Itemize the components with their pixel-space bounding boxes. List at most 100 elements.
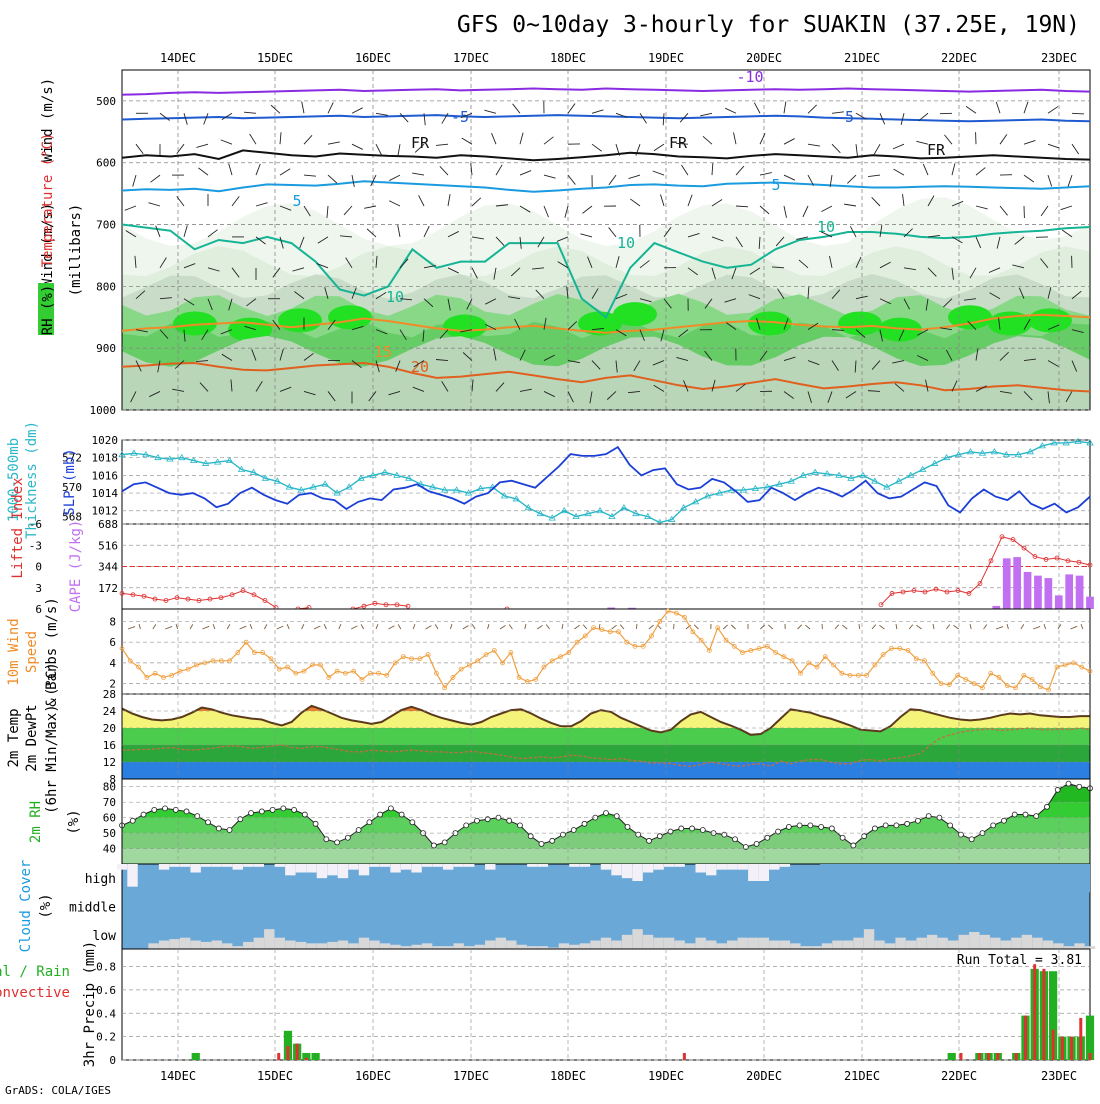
rh-marker (399, 812, 404, 817)
cloud-low-bar (496, 938, 506, 949)
cloud-low-bar (738, 938, 748, 949)
li-tick: -3 (29, 539, 42, 552)
cloud-high-bar (769, 864, 779, 870)
wind-barb (944, 135, 952, 144)
wind-barb (784, 175, 795, 180)
wind-barb (484, 110, 496, 113)
rh-marker (657, 834, 662, 839)
cloud-high-bar (748, 864, 758, 881)
temp-tick: 20 (103, 722, 116, 735)
wind-barb (1048, 175, 1052, 186)
precip-total-bar (311, 1053, 319, 1060)
wind-barb (660, 195, 664, 206)
cape-tick: 344 (98, 561, 118, 574)
cloud-high-bar (653, 864, 663, 870)
rh-marker (1001, 818, 1006, 823)
rh-marker (442, 840, 447, 845)
wind-barb (544, 137, 553, 144)
footer-credit: GrADS: COLA/IGES (5, 1084, 111, 1097)
rh-marker (550, 838, 555, 843)
cloud-high-bar (453, 864, 463, 867)
rh-marker (173, 807, 178, 812)
cloud-high-bar (759, 864, 769, 881)
precip-conv-bar (959, 1053, 962, 1060)
wind-barb (150, 175, 160, 182)
rh-marker (1044, 804, 1049, 809)
rh-marker (507, 818, 512, 823)
cape-bar (1034, 576, 1042, 609)
date-label-bottom: 20DEC (746, 1069, 782, 1083)
cloud-low-bar (653, 938, 663, 949)
wind-barb (440, 166, 448, 175)
wind-barb (328, 175, 337, 183)
precip-tick: 0.2 (96, 1031, 116, 1044)
cloud-low-bar (643, 935, 653, 949)
rh-marker (474, 818, 479, 823)
wind-barb (280, 132, 281, 144)
wind-barb (808, 105, 817, 113)
y-tick: 1000 (90, 404, 117, 417)
cloud-high-bar (117, 864, 127, 870)
rh-marker (829, 826, 834, 831)
cloud-low-bar (769, 941, 779, 950)
cloud-low-bar (306, 943, 316, 949)
wind-barb (1024, 102, 1028, 113)
cape-bar (1003, 558, 1011, 609)
cloud-high-bar (674, 864, 684, 867)
isotherm-label: 5 (292, 192, 301, 210)
precip-total-bar (948, 1053, 956, 1060)
isotherm-label: 20 (411, 358, 429, 376)
wind-barb (462, 138, 472, 144)
cloud-low-bar (590, 941, 600, 950)
cloud-low-bar (190, 941, 200, 950)
cloud-low-bar (664, 938, 674, 949)
precip-label-1: Total / Rain (0, 964, 70, 980)
rh-marker (1066, 781, 1071, 786)
cape-bar (1045, 578, 1053, 609)
cloud-low-bar (674, 941, 684, 950)
rh-marker (367, 820, 372, 825)
cloud-high-bar (275, 864, 285, 867)
rh-marker (894, 823, 899, 828)
wind-barb (832, 144, 840, 153)
rh-marker (571, 828, 576, 833)
wind-barb (328, 102, 333, 113)
rh-marker (130, 818, 135, 823)
wind-barb (1061, 206, 1072, 210)
wind-barb (1072, 113, 1084, 114)
cloud-low-bar (927, 935, 937, 949)
cloud-low-bar (843, 941, 853, 950)
cloud-low-bar (759, 938, 769, 949)
wind-barb (244, 112, 256, 113)
cloud-low-bar (485, 941, 495, 950)
wind-barb (565, 206, 568, 218)
wind-barb (250, 134, 256, 144)
cloud-low-bar (169, 939, 179, 949)
rh-marker (733, 837, 738, 842)
wind-barb (471, 163, 472, 175)
wind-barb (544, 175, 556, 178)
rh-band (122, 833, 1090, 848)
cloud-low-bar (780, 941, 790, 950)
cloud-low-bar (201, 942, 211, 949)
cloud-low-bar (369, 941, 379, 950)
precip-conv-bar (1033, 964, 1036, 1060)
wind-barb (125, 206, 136, 210)
cloud-low-bar (601, 938, 611, 949)
cloud-low-bar (275, 938, 285, 949)
date-label-top: 17DEC (453, 51, 489, 65)
precip-conv-bar (987, 1053, 990, 1060)
precip-total-bar (192, 1053, 200, 1060)
cloud-high-bar (611, 864, 621, 875)
cloud-low-bar (906, 941, 916, 950)
date-label-top: 16DEC (355, 51, 391, 65)
wind-barb (1024, 175, 1034, 182)
rh-marker (410, 820, 415, 825)
rh-band (122, 849, 1090, 864)
precip-conv-bar (1015, 1053, 1018, 1060)
wind-barb (903, 194, 904, 206)
wind-barb (280, 169, 290, 175)
cloud-high-bar (580, 864, 590, 867)
isotherm-label: 10 (386, 288, 404, 306)
cloud-high-bar (327, 864, 337, 875)
